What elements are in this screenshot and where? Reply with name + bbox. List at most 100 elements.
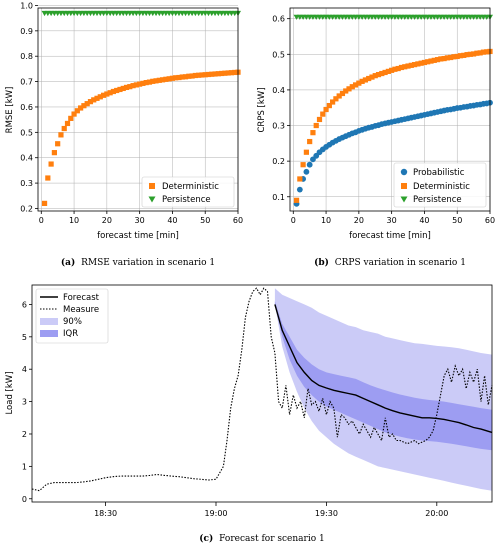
- rmse-point-deterministic: [84, 101, 90, 107]
- crps-caption-tag: (b): [314, 257, 329, 268]
- forecast-ytick-label: 6: [22, 300, 27, 309]
- rmse-caption: (a) RMSE variation in scenario 1: [61, 257, 215, 268]
- rmse-ytick-label: 0.8: [20, 52, 33, 61]
- crps-point-deterministic: [474, 50, 480, 56]
- crps-point-deterministic: [352, 82, 359, 88]
- crps-point-deterministic: [395, 65, 401, 72]
- rmse-point-deterministic: [71, 111, 77, 117]
- crps-point-deterministic: [444, 55, 450, 61]
- forecast-ticks: 18:30 19:00 19:30 20:00 0 1 2 3 4 5 6: [22, 300, 448, 518]
- rmse-point-deterministic: [182, 74, 189, 80]
- rmse-point-deterministic: [209, 71, 215, 77]
- rmse-legend-marker-persistence: [148, 196, 156, 203]
- rmse-point-deterministic: [117, 86, 123, 93]
- forecast-ytick-label: 5: [22, 333, 27, 342]
- rmse-point-deterministic: [130, 83, 136, 89]
- crps-legend-label-persistence: Persistence: [413, 195, 462, 205]
- rmse-point-deterministic: [222, 70, 228, 76]
- crps-point-deterministic: [303, 149, 309, 155]
- rmse-point-deterministic: [64, 120, 71, 127]
- rmse-point-deterministic: [192, 72, 198, 79]
- rmse-point-deterministic: [146, 79, 153, 85]
- rmse-point-deterministic: [186, 73, 192, 79]
- rmse-ytick-label: 0.4: [20, 154, 33, 163]
- crps-point-deterministic: [330, 99, 336, 105]
- rmse-xtick-label: 60: [233, 216, 243, 225]
- rmse-point-deterministic: [173, 75, 179, 81]
- rmse-point-deterministic: [97, 94, 103, 100]
- rmse-point-deterministic: [107, 90, 113, 96]
- rmse-point-deterministic: [225, 70, 231, 76]
- rmse-point-deterministic: [137, 81, 143, 87]
- forecast-legend-label-forecast: Forecast: [63, 293, 100, 303]
- rmse-point-deterministic: [150, 78, 156, 84]
- crps-point-deterministic: [293, 197, 300, 203]
- crps-ytick-label: 0.4: [272, 86, 285, 95]
- crps-point-deterministic: [408, 62, 414, 68]
- crps-point-deterministic: [389, 67, 395, 73]
- crps-legend-marker-deterministic: [401, 183, 407, 189]
- rmse-point-deterministic: [143, 80, 149, 86]
- crps-xtick-label: 10: [321, 216, 331, 225]
- forecast-caption-text: Forecast for scenario 1: [219, 534, 325, 544]
- rmse-point-deterministic: [202, 72, 208, 78]
- crps-ytick-label: 0.2: [272, 157, 285, 166]
- crps-point-deterministic: [310, 130, 316, 136]
- crps-point-deterministic: [411, 62, 418, 68]
- rmse-point-deterministic: [45, 175, 51, 181]
- crps-point-deterministic: [366, 75, 372, 82]
- rmse-point-deterministic: [61, 125, 67, 132]
- rmse-xtick-label: 20: [102, 216, 112, 225]
- rmse-point-deterministic: [104, 91, 110, 97]
- crps-ytick-label: 0.6: [272, 15, 285, 24]
- rmse-ytick-label: 0.7: [20, 78, 33, 87]
- rmse-point-deterministic: [166, 76, 172, 82]
- crps-point-deterministic: [418, 60, 424, 66]
- forecast-ytick-label: 0: [22, 495, 27, 504]
- crps-point-deterministic: [382, 69, 388, 76]
- crps-point-deterministic: [320, 111, 326, 117]
- rmse-ytick-label: 0.5: [20, 128, 33, 137]
- rmse-point-deterministic: [169, 75, 176, 81]
- crps-point-deterministic: [316, 116, 323, 123]
- forecast-xtick-label: 18:30: [94, 509, 117, 518]
- rmse-point-deterministic: [120, 85, 126, 92]
- crps-legend-marker-persistence: [400, 196, 408, 203]
- crps-xlabel: forecast time [min]: [349, 231, 431, 241]
- crps-point-probabilistic: [306, 161, 313, 168]
- crps-caption-text: CRPS variation in scenario 1: [335, 258, 466, 268]
- crps-caption: (b) CRPS variation in scenario 1: [314, 257, 466, 268]
- rmse-point-deterministic: [81, 103, 87, 109]
- crps-ylabel: CRPS [kW]: [257, 87, 267, 132]
- rmse-point-deterministic: [156, 77, 162, 83]
- forecast-ytick-label: 3: [22, 398, 27, 407]
- crps-point-deterministic: [359, 78, 365, 84]
- crps-legend-label-probabilistic: Probabilistic: [413, 168, 465, 178]
- crps-point-deterministic: [333, 96, 339, 102]
- crps-point-deterministic: [480, 49, 487, 55]
- forecast-ylabel: Load [kW]: [5, 371, 15, 414]
- crps-point-probabilistic: [296, 186, 303, 193]
- rmse-caption-tag: (a): [61, 257, 75, 268]
- crps-point-deterministic: [339, 90, 346, 97]
- crps-point-deterministic: [431, 57, 437, 63]
- crps-point-deterministic: [392, 66, 398, 72]
- rmse-point-deterministic: [110, 88, 117, 95]
- forecast-legend-marker-iqr: [40, 330, 58, 337]
- crps-point-deterministic: [405, 63, 411, 69]
- crps-point-deterministic: [349, 84, 355, 90]
- rmse-point-deterministic: [114, 87, 120, 94]
- crps-xtick-label: 30: [387, 216, 397, 225]
- rmse-point-deterministic: [41, 200, 48, 206]
- rmse-point-deterministic: [205, 71, 212, 78]
- crps-point-deterministic: [425, 59, 431, 65]
- crps-series: [293, 14, 493, 207]
- forecast-lines: [31, 287, 493, 492]
- crps-point-deterministic: [421, 59, 428, 66]
- rmse-point-deterministic: [228, 70, 235, 76]
- crps-point-deterministic: [372, 73, 378, 79]
- crps-ytick-label: 0.1: [272, 193, 285, 202]
- rmse-legend-marker-deterministic: [149, 183, 155, 189]
- rmse-axes-frame: [37, 7, 239, 212]
- rmse-series: [41, 10, 241, 206]
